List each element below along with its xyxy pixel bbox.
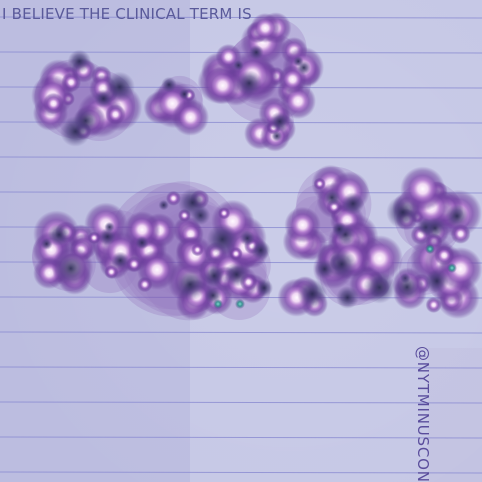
dark-spot — [292, 55, 304, 67]
dark-spot — [67, 49, 92, 74]
teal-spot — [447, 263, 457, 273]
dark-spot — [255, 279, 273, 297]
dark-spot — [250, 240, 271, 261]
dark-spot — [271, 130, 283, 142]
dark-spot — [190, 205, 211, 226]
rule-line — [0, 401, 482, 404]
glow-spot — [203, 66, 242, 105]
dark-spot — [326, 249, 357, 280]
rule-line — [0, 331, 482, 334]
glow-spot — [191, 243, 204, 257]
glow-spot — [284, 206, 321, 244]
dark-spot — [47, 223, 71, 246]
dark-spot — [248, 44, 264, 60]
glow-spot — [123, 211, 161, 249]
glow-spot — [171, 98, 210, 136]
dark-spot — [158, 199, 169, 211]
dark-spot — [445, 204, 469, 228]
dark-spot — [224, 262, 249, 287]
dark-spot — [424, 217, 446, 239]
dark-spot — [236, 70, 263, 97]
caption-text: I BELIEVE THE CLINICAL TERM IS — [2, 5, 252, 23]
rule-line — [0, 16, 482, 19]
dark-spot-layer — [40, 44, 469, 309]
dark-spot — [104, 221, 115, 233]
dark-spot — [363, 271, 396, 304]
glow-spot — [450, 223, 471, 244]
rule-line — [0, 471, 482, 474]
dark-spot — [425, 269, 449, 293]
glow-spot — [250, 13, 281, 43]
dark-spot — [111, 251, 130, 270]
teal-spot — [235, 299, 245, 309]
dark-spot — [94, 89, 113, 108]
dark-spot — [394, 274, 420, 301]
dark-spot — [203, 264, 226, 287]
glow-spot — [166, 190, 181, 206]
dark-spot — [135, 236, 149, 250]
dark-spot — [297, 278, 328, 309]
glow-spot — [87, 231, 101, 245]
dark-spot — [336, 286, 359, 309]
dark-spot — [179, 88, 190, 100]
dark-spot — [54, 252, 87, 285]
dark-spot — [386, 195, 420, 229]
dark-spot — [206, 223, 238, 255]
dark-spot — [332, 221, 347, 237]
glow-spot — [434, 245, 455, 266]
dark-spot — [233, 60, 244, 71]
teal-spot — [425, 244, 435, 254]
dark-spot — [72, 107, 99, 134]
rule-line — [0, 156, 482, 159]
rule-lines — [0, 16, 482, 474]
dark-spot — [269, 111, 290, 132]
dark-spot — [239, 230, 256, 246]
dark-spot — [174, 268, 207, 301]
rule-line — [0, 436, 482, 439]
dark-spot — [98, 228, 117, 246]
rule-line — [0, 366, 482, 369]
watermark-handle: @NYTMINUSCONTEXT — [414, 346, 432, 482]
dark-spot — [341, 192, 365, 215]
glow-spot — [218, 207, 231, 220]
dark-spot — [161, 76, 177, 93]
glow-spot — [42, 92, 65, 115]
glow-spot — [105, 104, 126, 125]
glow-spot — [137, 276, 153, 293]
glow-spot — [104, 264, 119, 279]
dark-spot — [40, 237, 53, 250]
dark-spot — [323, 189, 341, 207]
teal-spot — [213, 299, 223, 309]
